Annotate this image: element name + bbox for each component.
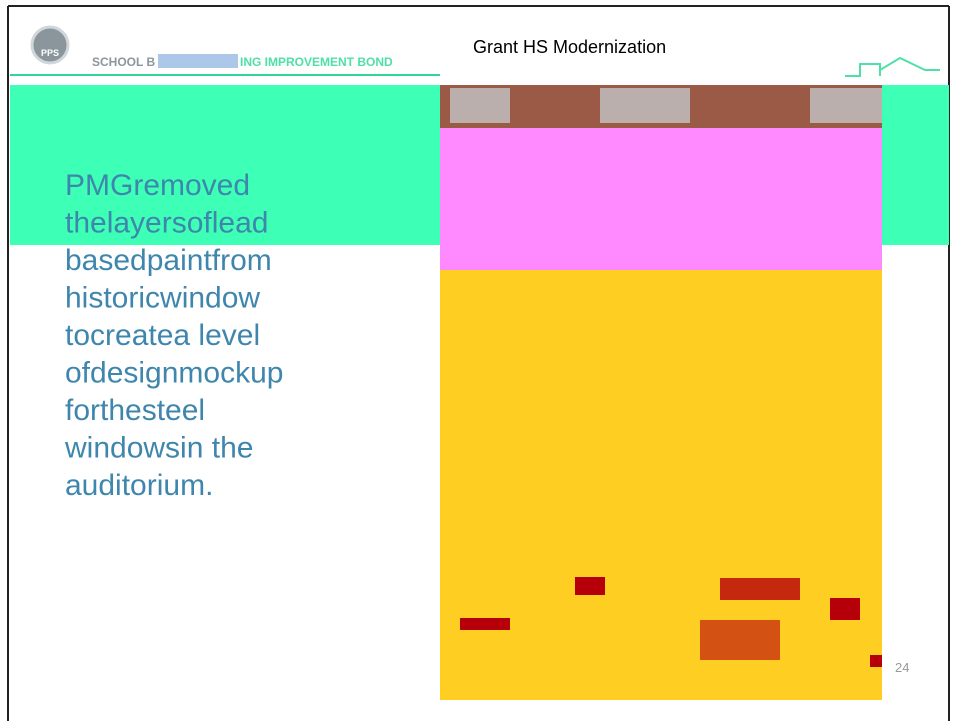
photo-artifact [460, 618, 510, 630]
logo [30, 25, 70, 65]
body-line: forthesteel [65, 394, 205, 427]
photo-window [450, 88, 510, 123]
photo-artifact [830, 598, 860, 620]
page-number: 24 [895, 660, 909, 675]
body-line: auditorium. [65, 469, 213, 502]
glitch [158, 54, 238, 68]
house-icon [845, 56, 940, 77]
slide-title: Grant HS Modernization [473, 37, 666, 57]
photo-artifact [700, 620, 780, 660]
body-line: basedpaintfrom [65, 244, 272, 277]
body-line: PMGremoved [65, 169, 250, 202]
body-line: tocreatea level [65, 319, 260, 352]
photo-pink [440, 128, 882, 270]
photo-artifact [870, 655, 882, 667]
body-line: ofdesignmockup [65, 357, 283, 390]
photo-window [810, 88, 882, 123]
photo-yellow [440, 270, 882, 700]
photo-artifact [720, 578, 800, 600]
logo-text: PPS [41, 48, 59, 58]
body-text: PMGremoved thelayersoflead basedpaintfrom h… [64, 169, 283, 502]
body-line: windowsin the [64, 432, 253, 465]
body-line: thelayersoflead [65, 207, 268, 240]
bond-text: ING IMPROVEMENT BOND [240, 55, 393, 69]
bond-text: SCHOOL B [92, 55, 155, 69]
photo-window [600, 88, 690, 123]
photo-artifact [575, 577, 605, 595]
body-line: historicwindow [65, 282, 260, 315]
